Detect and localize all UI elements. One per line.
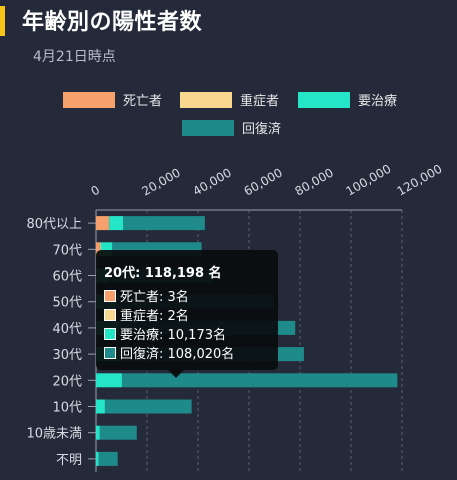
page-title: 年齢別の陽性者数 <box>22 10 203 35</box>
legend-swatch-treatment <box>298 91 350 108</box>
y-category-label: 50代 <box>52 296 82 311</box>
bar-deaths <box>96 242 100 257</box>
legend-item-deaths[interactable]: 死亡者 <box>63 90 162 109</box>
x-tick-label: 60,000 <box>242 165 285 198</box>
bar-recovered <box>121 373 398 388</box>
x-tick-label: 120,000 <box>395 162 445 199</box>
bar-treatment <box>96 425 100 440</box>
y-category-label: 40代 <box>52 322 82 337</box>
bar-treatment <box>96 373 122 388</box>
tooltip-row-severe: 重症者: 2名 <box>104 305 189 324</box>
legend-swatch-recovered <box>182 119 234 136</box>
y-category-label: 10代 <box>52 401 82 416</box>
x-tick-label: 0 <box>89 183 103 199</box>
x-tick-label: 100,000 <box>344 162 394 199</box>
legend-label-treatment: 要治療 <box>358 94 398 109</box>
y-category-label: 70代 <box>52 243 82 258</box>
legend-label-recovered: 回復済 <box>242 122 282 137</box>
x-tick-label: 80,000 <box>293 165 336 198</box>
bar-severe <box>108 216 110 231</box>
y-category-label: 20代 <box>52 374 82 389</box>
y-category-label: 不明 <box>56 453 82 468</box>
tooltip-row-treatment: 要治療: 10,173名 <box>104 324 226 343</box>
legend-item-treatment[interactable]: 要治療 <box>298 90 397 109</box>
bar-treatment <box>100 242 113 257</box>
chart-tooltip: 20代: 118,198 名 死亡者: 3名 重症者: 2名 要治療: 10,1… <box>96 250 278 378</box>
bar-deaths <box>96 216 109 231</box>
bar-recovered <box>123 216 205 231</box>
bar-recovered <box>99 425 137 440</box>
x-tick-label: 40,000 <box>191 165 234 198</box>
tooltip-swatch-deaths <box>104 289 116 302</box>
tooltip-label-severe: 重症者: 2名 <box>120 309 189 324</box>
bar-treatment <box>96 399 105 414</box>
tooltip-swatch-treatment <box>104 327 116 340</box>
x-tick-label: 20,000 <box>140 165 183 198</box>
legend-label-deaths: 死亡者 <box>123 94 163 109</box>
tooltip-swatch-recovered <box>104 346 116 359</box>
legend-item-severe[interactable]: 重症者 <box>180 90 279 109</box>
tooltip-label-treatment: 要治療: 10,173名 <box>120 328 226 343</box>
y-category-label: 60代 <box>52 270 82 285</box>
bar-recovered <box>98 451 118 466</box>
bar-treatment <box>109 216 124 231</box>
legend-item-recovered[interactable]: 回復済 <box>182 118 281 137</box>
y-category-label: 80代以上 <box>26 217 82 232</box>
tooltip-header: 20代: 118,198 名 <box>104 266 222 281</box>
tooltip-label-recovered: 回復済: 108,020名 <box>120 347 235 362</box>
bar-treatment <box>96 451 99 466</box>
legend-label-severe: 重症者 <box>240 94 280 109</box>
bar-severe <box>99 242 101 257</box>
tooltip-row-deaths: 死亡者: 3名 <box>104 286 189 305</box>
legend-swatch-deaths <box>63 91 115 108</box>
y-category-label: 30代 <box>52 348 82 363</box>
page-subtitle: 4月21日時点 <box>33 49 116 65</box>
tooltip-label-deaths: 死亡者: 3名 <box>120 290 189 305</box>
y-category-label: 10歳未満 <box>26 427 82 442</box>
title-accent-bar <box>0 6 5 36</box>
tooltip-swatch-severe <box>104 308 116 321</box>
legend-swatch-severe <box>180 91 232 108</box>
tooltip-row-recovered: 回復済: 108,020名 <box>104 343 234 362</box>
bar-recovered <box>104 399 192 414</box>
